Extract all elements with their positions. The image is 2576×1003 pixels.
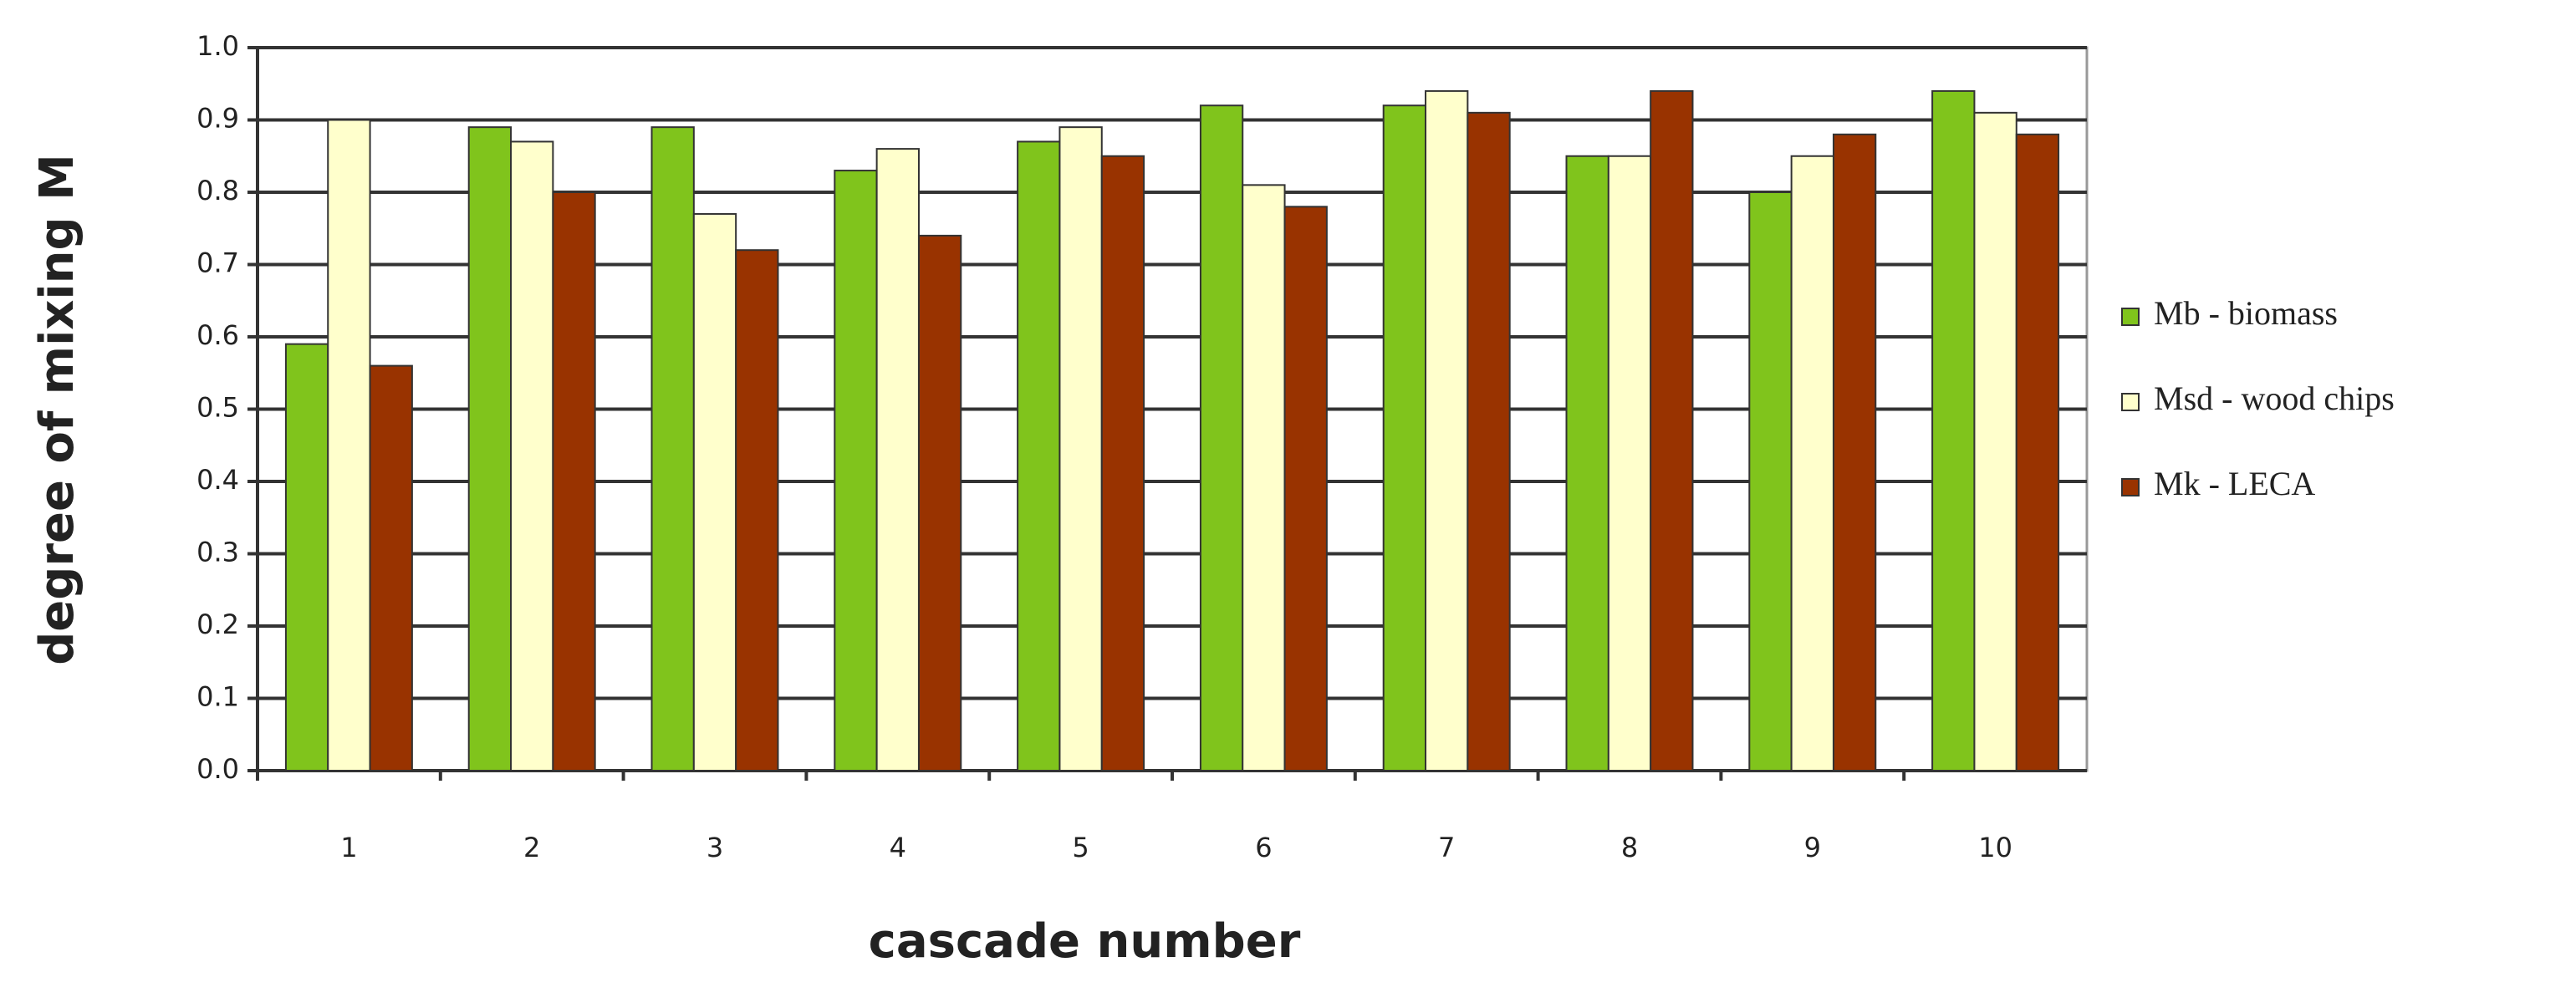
bar: [510, 140, 554, 771]
bar: [1242, 184, 1286, 772]
y-tick-label: 0.7: [196, 247, 239, 279]
y-tick-label: 0.5: [196, 392, 239, 424]
legend-swatch: [2121, 308, 2140, 326]
bar: [1973, 111, 2017, 772]
bar: [327, 119, 371, 771]
x-tick-label: 7: [1438, 832, 1455, 863]
bar: [650, 126, 695, 771]
y-tick-label: 0.6: [196, 319, 239, 351]
y-tick-label: 0.9: [196, 103, 239, 135]
x-axis-title: cascade number: [869, 914, 1301, 969]
bar: [692, 212, 737, 771]
x-tick-label: 9: [1804, 832, 1821, 863]
y-tick-label: 0.4: [196, 464, 239, 496]
bar: [1100, 155, 1145, 771]
bar: [1832, 133, 1877, 772]
bar: [2015, 133, 2060, 772]
x-tick-label: 10: [1978, 832, 2012, 863]
y-tick-label: 1.0: [196, 30, 239, 62]
legend-label: Msd - wood chips: [2154, 379, 2395, 417]
y-tick-label: 0.8: [196, 175, 239, 206]
bar: [735, 249, 779, 771]
bar: [1650, 89, 1694, 771]
y-axis-title: degree of mixing M: [30, 154, 84, 665]
bar: [1017, 140, 1061, 771]
x-tick-label: 4: [890, 832, 906, 863]
y-tick-label: 0.0: [196, 753, 239, 785]
x-tick-label: 5: [1072, 832, 1089, 863]
y-tick-label: 0.2: [196, 608, 239, 640]
x-tick-label: 1: [340, 832, 357, 863]
x-tick-label: 6: [1255, 832, 1272, 863]
bar: [1748, 191, 1793, 771]
bar: [552, 191, 596, 771]
x-tick-label: 3: [706, 832, 723, 863]
bar: [1565, 155, 1609, 771]
bar: [467, 126, 513, 771]
bar: [1283, 206, 1328, 772]
bar: [369, 364, 413, 771]
bar: [1199, 104, 1244, 771]
legend-label: Mb - biomass: [2154, 294, 2338, 332]
bar: [284, 343, 329, 771]
bar: [834, 170, 878, 772]
x-tick-label: 2: [523, 832, 540, 863]
legend-swatch: [2121, 478, 2140, 496]
bar: [1382, 104, 1427, 771]
bar: [875, 148, 920, 772]
x-tick-label: 8: [1621, 832, 1638, 863]
bar: [1467, 111, 1511, 772]
legend-swatch: [2121, 393, 2140, 411]
bar: [1790, 155, 1834, 771]
bar: [1425, 89, 1469, 771]
bar: [1607, 155, 1652, 771]
legend-label: Mk - LECA: [2154, 465, 2315, 502]
y-tick-label: 0.3: [196, 537, 239, 568]
bar: [1931, 89, 1976, 771]
bar: [917, 234, 962, 771]
bar: [1058, 126, 1103, 771]
y-tick-label: 0.1: [196, 681, 239, 713]
